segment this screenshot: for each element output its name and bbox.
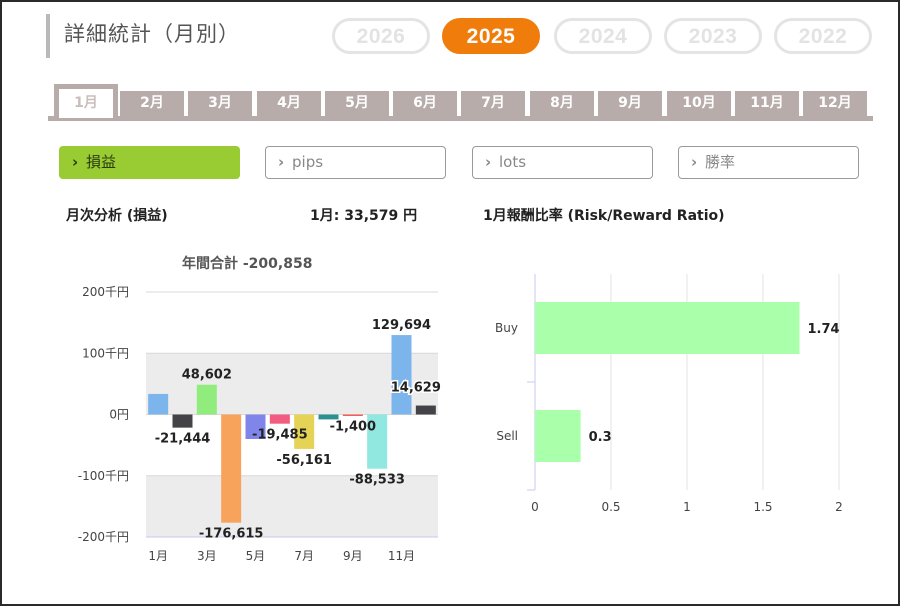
tab-month-1[interactable]: 1月: [54, 84, 118, 118]
data-label: 14,629: [391, 381, 441, 396]
metric-button-profit[interactable]: › 損益: [59, 146, 240, 179]
data-label: -56,161: [276, 453, 332, 468]
tab-month-5[interactable]: 5月: [325, 91, 389, 116]
metric-button-pips[interactable]: › pips: [265, 146, 446, 179]
annual-total-label: 年間合計 -200,858: [182, 256, 313, 272]
x-tick-label: 1.5: [753, 500, 772, 514]
risk-reward-chart: 0 0.5 1 1.5 2 Buy 1.74 Sell 0.3: [495, 274, 843, 514]
data-label: -21,444: [155, 432, 211, 447]
y-tick-label: 200千円: [82, 285, 129, 299]
bar-month-12: [415, 405, 436, 415]
tab-month-10[interactable]: 10月: [667, 91, 731, 116]
x-tick-label: 9月: [343, 549, 363, 563]
metric-button-lots[interactable]: › lots: [472, 146, 653, 179]
data-label: 129,694: [372, 318, 431, 333]
year-button-2024[interactable]: 2024: [554, 18, 652, 54]
category-label: Buy: [495, 321, 518, 335]
data-label: -1,400: [330, 419, 377, 434]
y-tick-label: 100千円: [82, 346, 129, 360]
data-label: -19,485: [252, 428, 308, 443]
month-tabs-baseline: [48, 116, 873, 121]
y-tick-label: 0円: [109, 408, 129, 422]
year-button-2023[interactable]: 2023: [664, 18, 762, 54]
y-tick-label: -200千円: [78, 530, 129, 544]
bar-buy: [535, 302, 800, 354]
tab-month-11[interactable]: 11月: [735, 91, 799, 116]
tab-month-7[interactable]: 7月: [461, 91, 525, 116]
x-tick-label: 3月: [197, 549, 217, 563]
page-title: 詳細統計（月別）: [46, 14, 240, 58]
bar-month-4: [221, 414, 242, 523]
bar-sell: [535, 410, 581, 462]
x-tick-label: 1: [683, 500, 691, 514]
bar-month-5: [245, 414, 266, 439]
x-tick-label: 0: [531, 500, 539, 514]
data-label: -176,615: [199, 527, 264, 542]
data-label: -88,533: [349, 473, 405, 488]
tab-month-9[interactable]: 9月: [598, 91, 662, 116]
bar-month-10: [367, 414, 388, 469]
tab-month-12[interactable]: 12月: [803, 91, 867, 116]
metric-button-label: pips: [292, 153, 324, 171]
value-label: 1.74: [807, 322, 839, 337]
bar-month-2: [172, 414, 193, 428]
year-button-2026[interactable]: 2026: [332, 18, 430, 54]
bar-month-7: [294, 414, 315, 449]
bar-month-1: [148, 393, 169, 415]
chevron-right-icon: ›: [691, 153, 698, 171]
bar-month-3: [196, 384, 217, 415]
data-label: 48,602: [182, 368, 232, 383]
bar-month-8: [318, 414, 339, 420]
tab-month-6[interactable]: 6月: [393, 91, 457, 116]
risk-reward-heading: 1月報酬比率 (Risk/Reward Ratio): [483, 208, 725, 224]
metric-button-label: lots: [499, 153, 527, 171]
x-tick-label: 5月: [246, 549, 266, 563]
chevron-right-icon: ›: [485, 153, 492, 171]
year-button-2022[interactable]: 2022: [774, 18, 872, 54]
year-button-2025[interactable]: 2025: [442, 18, 540, 54]
plot-band: [146, 475, 438, 537]
bar-month-6: [269, 414, 290, 424]
plot-band: [146, 353, 438, 415]
selected-month-value: 1月: 33,579 円: [310, 208, 418, 224]
category-label: Sell: [496, 429, 518, 443]
metric-button-label: 勝率: [705, 153, 736, 171]
value-label: 0.3: [589, 430, 612, 445]
monthly-profit-chart: 200千円 100千円 0円 -100千円 -200千円 1月 3月 5月 7月 9月 11月 -21…: [78, 285, 443, 563]
chevron-right-icon: ›: [278, 153, 285, 171]
x-tick-label: 1月: [148, 549, 168, 563]
y-tick-label: -100千円: [78, 469, 129, 483]
metric-button-winrate[interactable]: › 勝率: [678, 146, 859, 179]
chevron-right-icon: ›: [72, 153, 79, 171]
tab-month-2[interactable]: 2月: [120, 91, 184, 116]
tab-month-3[interactable]: 3月: [188, 91, 252, 116]
metric-button-label: 損益: [86, 153, 117, 171]
bar-month-11: [391, 335, 412, 415]
bar-month-9: [342, 414, 363, 416]
x-tick-label: 7月: [294, 549, 314, 563]
monthly-analysis-heading: 月次分析 (損益): [66, 208, 168, 224]
x-tick-label: 2: [835, 500, 843, 514]
x-tick-label: 11月: [388, 549, 415, 563]
tab-month-8[interactable]: 8月: [530, 91, 594, 116]
x-tick-label: 0.5: [601, 500, 620, 514]
tab-month-4[interactable]: 4月: [257, 91, 321, 116]
